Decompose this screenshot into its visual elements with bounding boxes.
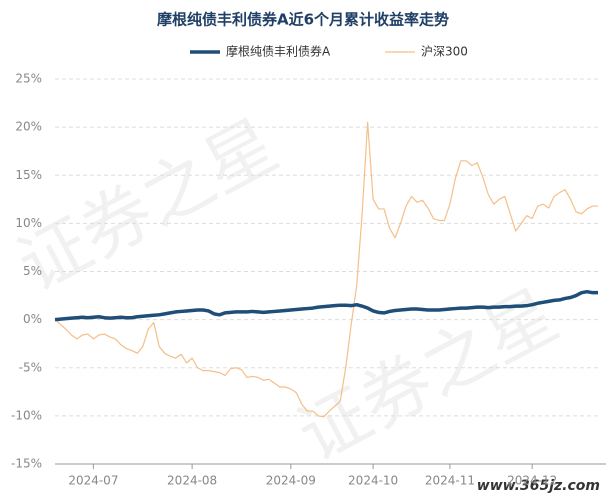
series-line (54, 121, 598, 418)
legend-label: 沪深300 (421, 45, 468, 59)
x-tick-label: 2024-12 (507, 474, 557, 488)
y-tick-label: 15% (15, 168, 42, 182)
x-tick-label: 2024-08 (167, 474, 217, 488)
series-line (54, 289, 598, 322)
x-tick-label: 2024-11 (425, 474, 475, 488)
x-tick-label: 2024-07 (68, 474, 118, 488)
y-tick-label: 25% (15, 72, 42, 86)
y-tick-label: 10% (15, 216, 42, 230)
y-tick-label: -15% (11, 457, 42, 471)
y-tick-label: 5% (23, 264, 42, 278)
y-tick-label: 0% (23, 312, 42, 326)
y-tick-label: -10% (11, 408, 42, 422)
watermark: 证券之星 (5, 104, 291, 308)
chart-title: 摩根纯债丰利债券A近6个月累计收益率走势 (157, 11, 449, 29)
x-tick-label: 2024-09 (266, 474, 316, 488)
y-tick-label: -5% (19, 360, 42, 374)
x-tick-label: 2024-10 (348, 474, 398, 488)
legend-label: 摩根纯债丰利债券A (226, 44, 331, 59)
y-tick-label: 20% (15, 120, 42, 134)
source: www.365jz.com (477, 478, 600, 494)
